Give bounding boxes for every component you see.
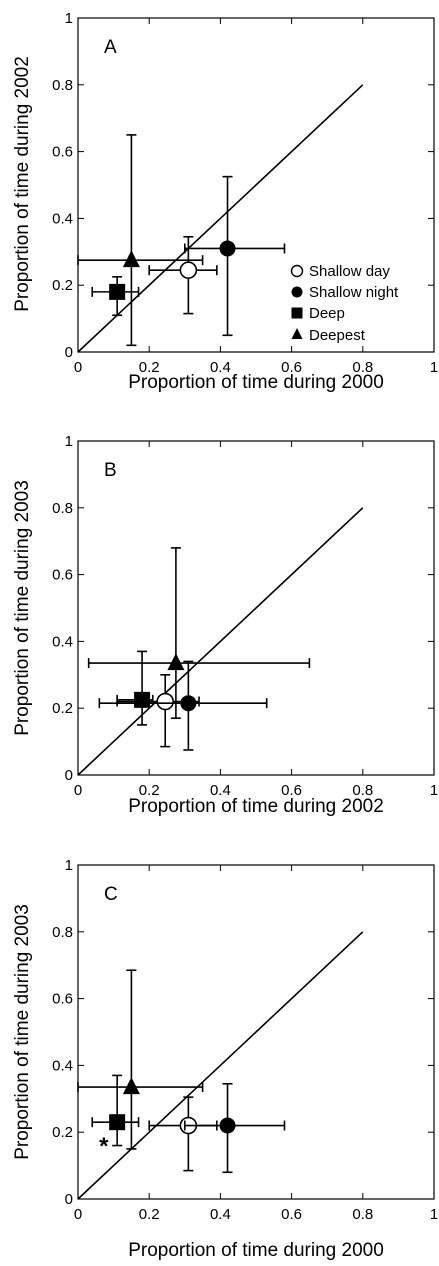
y-tick-label: 0.6: [52, 567, 73, 584]
data-point-open-circle: [156, 692, 175, 711]
y-tick-label: 1: [65, 10, 73, 27]
y-axis-title: Proportion of time during 2002: [12, 56, 33, 312]
y-tick-label: 0.8: [52, 77, 73, 94]
y-tick-label: 0.2: [52, 277, 73, 294]
plot-frame: [77, 864, 435, 1200]
data-point-filled-square: [109, 1114, 126, 1131]
panel-label: B: [104, 460, 117, 481]
data-point-filled-circle: [180, 695, 197, 712]
y-tick-label: 0.8: [52, 924, 73, 941]
y-tick-label: 0.4: [52, 210, 73, 227]
legend: Shallow day Shallow night Deep Deepest: [290, 263, 399, 344]
y-tick-label: 0.4: [52, 1057, 73, 1074]
legend-item-deep: Deep: [291, 305, 345, 322]
panel-label: C: [104, 884, 118, 905]
x-axis-title: Proportion of time during 2000: [128, 372, 384, 393]
data-point-open-circle: [179, 261, 198, 279]
x-tick-label: 0.4: [210, 359, 231, 376]
panel-a: A Proportion of time during 2000 Proport…: [12, 10, 438, 393]
x-tick-label: 0.8: [352, 782, 373, 799]
legend-item-deepest: Deepest: [291, 327, 366, 344]
panel-b: B Proportion of time during 2002 Proport…: [12, 433, 438, 817]
legend-marker-open-circle: [290, 264, 304, 278]
x-tick-label: 0.8: [352, 359, 373, 376]
x-tick-label: 0.6: [281, 782, 302, 799]
reference-line: [77, 931, 364, 1200]
x-axis-title: Proportion of time during 2000: [128, 1240, 384, 1261]
data-point-filled-square: [134, 691, 151, 708]
legend-label: Shallow day: [309, 263, 390, 280]
y-tick-label: 1: [65, 433, 73, 450]
y-tick-label: 0: [65, 1191, 73, 1208]
reference-line: [77, 84, 364, 353]
y-tick-label: 0.2: [52, 1124, 73, 1141]
x-tick-label: 0.2: [139, 1206, 160, 1223]
reference-line: [77, 507, 364, 776]
data-point-filled-triangle: [122, 250, 140, 268]
panel-label: A: [104, 37, 117, 58]
x-tick-label: 1: [430, 782, 438, 799]
x-tick-label: 0.8: [352, 1206, 373, 1223]
legend-label: Deep: [309, 305, 345, 322]
data-point-filled-triangle: [167, 653, 185, 671]
data-point-filled-circle: [219, 240, 236, 257]
x-tick-label: 0: [74, 1206, 82, 1223]
legend-marker-filled-circle: [291, 286, 303, 298]
data-point-filled-circle: [219, 1117, 236, 1134]
x-tick-label: 0.6: [281, 359, 302, 376]
legend-item-shallow-day: Shallow day: [290, 263, 390, 280]
x-tick-label: 0: [74, 359, 82, 376]
legend-item-shallow-night: Shallow night: [291, 284, 399, 301]
x-tick-label: 0.2: [139, 359, 160, 376]
plot-frame: [77, 17, 435, 353]
data-point-filled-triangle: [122, 1077, 140, 1095]
legend-marker-filled-triangle: [291, 328, 303, 339]
x-tick-label: 0.2: [139, 782, 160, 799]
y-tick-label: 0.6: [52, 144, 73, 161]
legend-label: Deepest: [309, 327, 366, 344]
y-tick-label: 0.8: [52, 500, 73, 517]
x-tick-label: 0: [74, 782, 82, 799]
x-tick-label: 0.4: [210, 1206, 231, 1223]
panel-c: C Proportion of time during 2000 Proport…: [12, 857, 438, 1261]
y-tick-label: 0.4: [52, 633, 73, 650]
y-tick-label: 0: [65, 767, 73, 784]
legend-marker-filled-square: [291, 307, 303, 319]
x-tick-label: 0.4: [210, 782, 231, 799]
x-tick-label: 1: [430, 359, 438, 376]
plot-frame: [77, 440, 435, 776]
y-axis-title: Proportion of time during 2003: [12, 904, 33, 1160]
y-tick-label: 0: [65, 344, 73, 361]
x-axis-title: Proportion of time during 2002: [128, 796, 384, 817]
y-tick-label: 1: [65, 857, 73, 874]
legend-label: Shallow night: [309, 284, 399, 301]
x-tick-label: 0.6: [281, 1206, 302, 1223]
data-point-filled-square: [109, 283, 126, 300]
y-axis-title: Proportion of time during 2003: [12, 480, 33, 736]
significance-asterisk: *: [99, 1133, 109, 1160]
y-tick-label: 0.2: [52, 700, 73, 717]
x-tick-label: 1: [430, 1206, 438, 1223]
y-tick-label: 0.6: [52, 991, 73, 1008]
